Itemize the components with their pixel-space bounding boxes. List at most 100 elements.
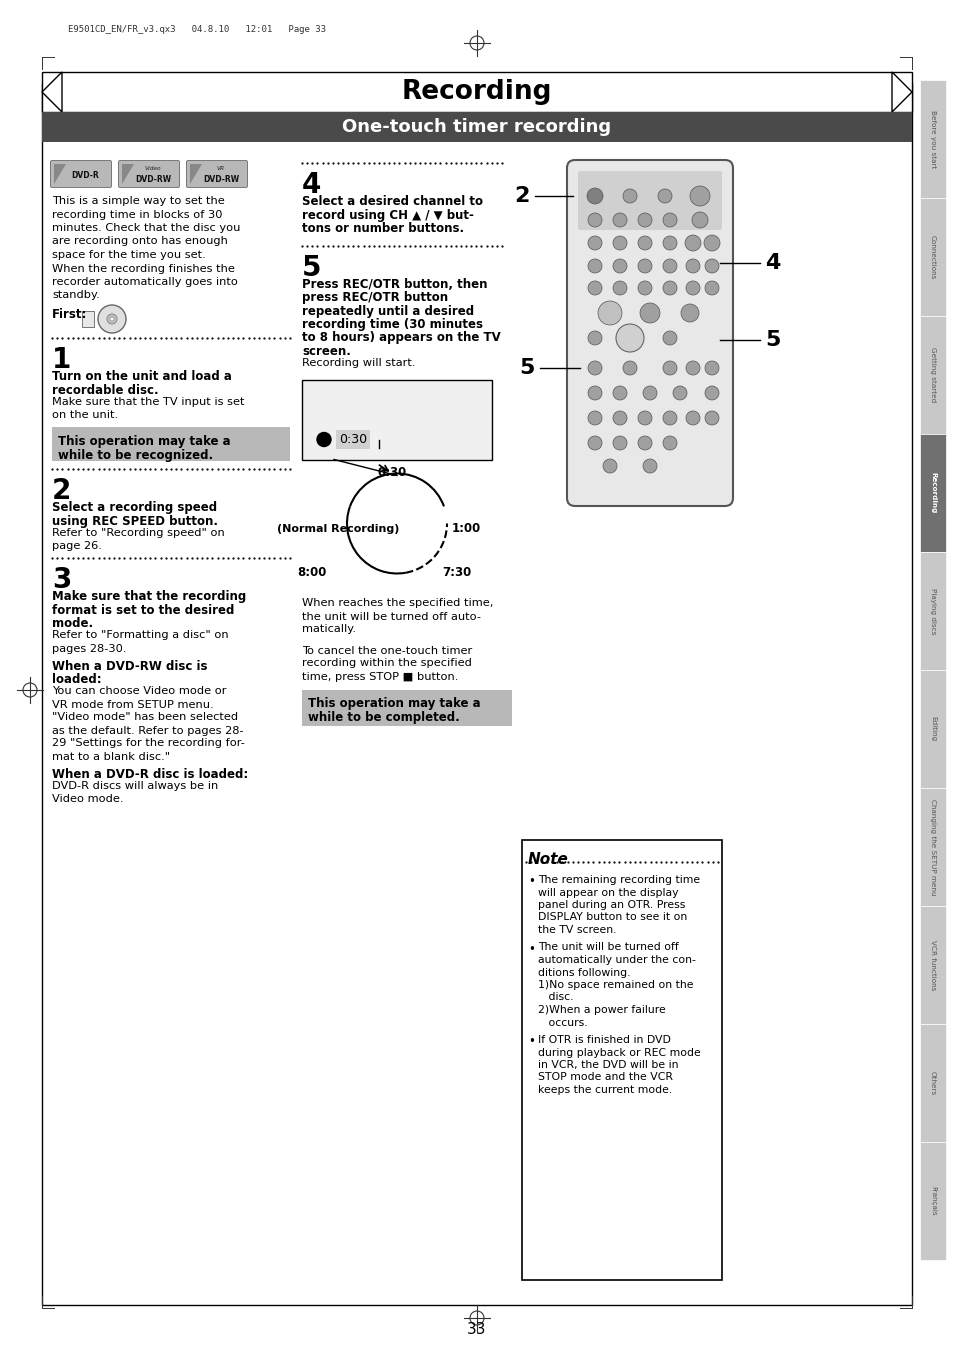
Text: Playing discs: Playing discs: [929, 588, 935, 634]
Circle shape: [638, 213, 651, 227]
Text: as the default. Refer to pages 28-: as the default. Refer to pages 28-: [52, 725, 243, 735]
Circle shape: [672, 386, 686, 400]
Circle shape: [622, 189, 637, 203]
FancyBboxPatch shape: [521, 840, 721, 1279]
Circle shape: [316, 432, 331, 446]
Text: format is set to the desired: format is set to the desired: [52, 604, 234, 616]
Text: First:: First:: [52, 308, 88, 322]
Text: while to be recognized.: while to be recognized.: [58, 449, 213, 462]
Text: DVD-R discs will always be in: DVD-R discs will always be in: [52, 781, 218, 790]
Circle shape: [613, 411, 626, 426]
Text: Note: Note: [527, 852, 568, 867]
Circle shape: [642, 459, 657, 473]
Circle shape: [98, 305, 126, 332]
Text: Recording: Recording: [401, 78, 552, 105]
Circle shape: [704, 411, 719, 426]
Text: record using CH ▲ / ▼ but-: record using CH ▲ / ▼ but-: [302, 208, 474, 222]
Circle shape: [638, 281, 651, 295]
Text: 1: 1: [52, 346, 71, 374]
Circle shape: [613, 281, 626, 295]
Text: 2)When a power failure: 2)When a power failure: [537, 1005, 665, 1015]
Text: matically.: matically.: [302, 624, 355, 635]
Text: •: •: [527, 875, 535, 888]
Text: Others: Others: [929, 1071, 935, 1096]
Text: Changing the SETUP menu: Changing the SETUP menu: [929, 798, 935, 896]
Circle shape: [613, 236, 626, 250]
Text: 1:00: 1:00: [452, 521, 480, 535]
FancyBboxPatch shape: [51, 161, 112, 188]
Text: 7:30: 7:30: [441, 566, 471, 578]
Text: mode.: mode.: [52, 617, 93, 630]
Circle shape: [587, 361, 601, 376]
Circle shape: [613, 213, 626, 227]
Circle shape: [602, 459, 617, 473]
Circle shape: [587, 436, 601, 450]
Circle shape: [587, 213, 601, 227]
Text: panel during an OTR. Press: panel during an OTR. Press: [537, 900, 684, 911]
Text: One-touch timer recording: One-touch timer recording: [342, 118, 611, 136]
Circle shape: [587, 236, 601, 250]
Circle shape: [587, 281, 601, 295]
Text: "Video mode" has been selected: "Video mode" has been selected: [52, 712, 238, 723]
Bar: [919, 80, 945, 199]
Text: Français: Français: [929, 1186, 935, 1216]
Text: STOP mode and the VCR: STOP mode and the VCR: [537, 1073, 672, 1082]
Text: Refer to "Formatting a disc" on: Refer to "Formatting a disc" on: [52, 631, 229, 640]
Text: 1)No space remained on the: 1)No space remained on the: [537, 979, 693, 990]
Circle shape: [691, 212, 707, 228]
Circle shape: [638, 236, 651, 250]
Text: When a DVD-RW disc is: When a DVD-RW disc is: [52, 659, 208, 673]
Text: Select a desired channel to: Select a desired channel to: [302, 195, 482, 208]
Circle shape: [685, 411, 700, 426]
Text: VR: VR: [216, 166, 225, 172]
Bar: [302, 689, 512, 725]
Circle shape: [704, 361, 719, 376]
Circle shape: [704, 386, 719, 400]
Text: pages 28-30.: pages 28-30.: [52, 643, 127, 654]
Text: to 8 hours) appears on the TV: to 8 hours) appears on the TV: [302, 331, 500, 345]
Text: DVD-R: DVD-R: [71, 170, 99, 180]
Text: in VCR, the DVD will be in: in VCR, the DVD will be in: [537, 1061, 678, 1070]
Text: time, press STOP ■ button.: time, press STOP ■ button.: [302, 671, 457, 681]
FancyBboxPatch shape: [118, 161, 179, 188]
Text: When reaches the specified time,: When reaches the specified time,: [302, 598, 493, 608]
Text: Before you start: Before you start: [929, 109, 935, 168]
Text: 4: 4: [302, 172, 321, 199]
FancyBboxPatch shape: [186, 161, 247, 188]
Circle shape: [685, 281, 700, 295]
Circle shape: [689, 186, 709, 205]
Circle shape: [638, 436, 651, 450]
Circle shape: [110, 317, 113, 322]
Circle shape: [638, 411, 651, 426]
Text: are recording onto has enough: are recording onto has enough: [52, 236, 228, 246]
Text: Turn on the unit and load a: Turn on the unit and load a: [52, 370, 232, 382]
Text: When a DVD-R disc is loaded:: When a DVD-R disc is loaded:: [52, 767, 248, 781]
Text: screen.: screen.: [302, 345, 351, 358]
Text: standby.: standby.: [52, 290, 100, 300]
Text: (Normal Recording): (Normal Recording): [276, 523, 399, 534]
Circle shape: [662, 361, 677, 376]
Text: repeatedly until a desired: repeatedly until a desired: [302, 304, 474, 317]
Circle shape: [642, 386, 657, 400]
Text: The remaining recording time: The remaining recording time: [537, 875, 700, 885]
Text: The unit will be turned off: The unit will be turned off: [537, 943, 678, 952]
Text: recording time (30 minutes: recording time (30 minutes: [302, 317, 482, 331]
Circle shape: [613, 386, 626, 400]
Polygon shape: [42, 72, 62, 112]
Text: page 26.: page 26.: [52, 540, 102, 551]
Bar: [302, 380, 492, 459]
Text: using REC SPEED button.: using REC SPEED button.: [52, 515, 218, 527]
Circle shape: [622, 361, 637, 376]
Text: This operation may take a: This operation may take a: [58, 435, 231, 449]
Text: 2: 2: [514, 186, 530, 205]
Circle shape: [684, 235, 700, 251]
Text: will appear on the display: will appear on the display: [537, 888, 678, 897]
Text: recording within the specified: recording within the specified: [302, 658, 472, 669]
Circle shape: [587, 386, 601, 400]
Bar: [919, 1024, 945, 1142]
Bar: [919, 788, 945, 907]
Text: If OTR is finished in DVD: If OTR is finished in DVD: [537, 1035, 670, 1046]
Text: occurs.: occurs.: [537, 1017, 587, 1028]
Circle shape: [704, 281, 719, 295]
Text: VR mode from SETUP menu.: VR mode from SETUP menu.: [52, 700, 213, 709]
